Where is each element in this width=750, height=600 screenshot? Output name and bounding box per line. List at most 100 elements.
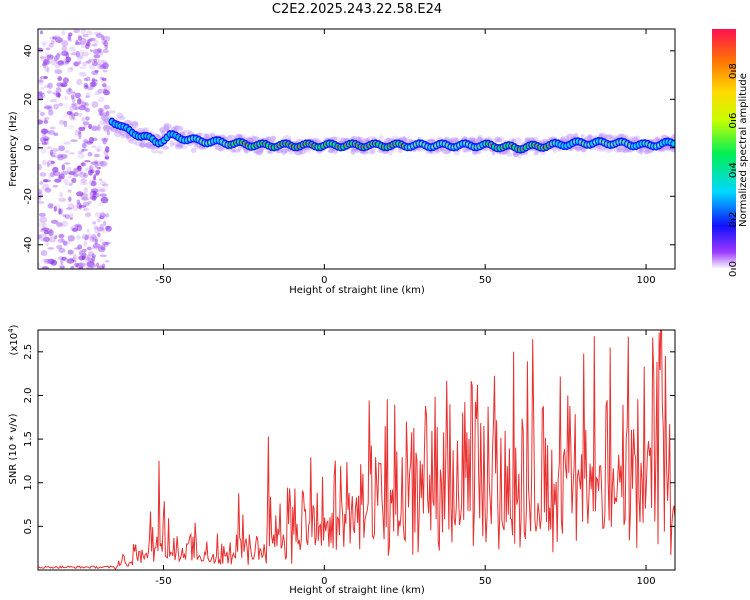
noise-blob <box>38 119 43 125</box>
noise-blob <box>89 37 96 41</box>
noise-blob <box>60 82 68 87</box>
noise-blob <box>38 263 41 267</box>
ridge-halo <box>259 147 265 152</box>
x-tick-label: 100 <box>636 275 655 286</box>
ridge-halo <box>280 148 289 154</box>
noise-blob <box>94 226 100 234</box>
noise-blob <box>103 40 109 47</box>
spectrogram-panel: -50 0 50 100 -40 -20 0 20 40 Height of straight… <box>8 28 676 296</box>
ridge-halo <box>327 149 334 154</box>
noise-blob <box>38 91 41 96</box>
noise-blob <box>101 263 106 269</box>
noise-blob <box>67 240 71 245</box>
ridge-halo <box>303 147 312 153</box>
noise-blob <box>74 41 82 46</box>
noise-blob <box>99 188 105 193</box>
noise-blob <box>78 132 82 140</box>
noise-blob <box>72 253 77 260</box>
noise-blob <box>43 179 52 183</box>
noise-blob <box>61 256 67 261</box>
noise-blob <box>81 61 88 67</box>
snr-panel: -50 0 50 100 0.5 1.0 1.5 2.0 2.5 Height of stra… <box>7 324 676 596</box>
ridge-halo <box>237 146 243 151</box>
noise-blob <box>48 229 54 237</box>
noise-blob <box>103 69 108 73</box>
noise-blob <box>93 48 100 55</box>
colorbar-label: Normalized spectral amplitude <box>738 73 749 227</box>
ridge-halo <box>477 134 483 142</box>
noise-blob <box>91 43 98 47</box>
ridge-halo <box>101 114 108 121</box>
ridge-halo <box>116 112 124 119</box>
ridge-halo <box>574 147 583 151</box>
noise-blob <box>46 67 50 73</box>
noise-blob <box>67 39 73 42</box>
noise-blob <box>44 84 50 89</box>
noise-blob <box>67 189 72 193</box>
noise-blob <box>104 44 109 50</box>
y-tick-label: 2.5 <box>23 344 34 360</box>
noise-blob <box>85 107 91 113</box>
snr-marks <box>38 330 675 570</box>
noise-blob <box>53 103 59 110</box>
noise-blob <box>93 174 97 181</box>
noise-blob <box>68 32 73 37</box>
noise-blob <box>38 109 42 113</box>
noise-blob <box>105 225 112 232</box>
noise-blob <box>54 37 63 43</box>
ridge-halo <box>342 138 349 142</box>
noise-blob <box>59 192 63 198</box>
ridge-halo <box>370 148 375 155</box>
noise-blob <box>38 79 44 83</box>
noise-blob <box>84 160 91 163</box>
spectrogram-frame <box>37 28 676 270</box>
noise-blob <box>52 171 61 177</box>
spectrogram-y-label: Frequency (Hz) <box>8 111 19 187</box>
noise-blob <box>92 178 97 183</box>
noise-blob <box>95 160 104 166</box>
ridge-halo <box>542 138 548 144</box>
noise-blob <box>81 51 89 57</box>
noise-blob <box>78 262 86 268</box>
noise-blob <box>41 227 50 231</box>
noise-blob <box>61 120 68 124</box>
noise-blob <box>49 99 58 103</box>
noise-blob <box>39 233 47 239</box>
noise-blob <box>88 38 94 43</box>
noise-blob <box>58 102 64 107</box>
noise-blob <box>95 262 100 267</box>
noise-blob <box>106 130 110 136</box>
noise-blob <box>58 197 67 203</box>
noise-blob <box>102 63 108 68</box>
noise-blob <box>66 258 75 264</box>
noise-blob <box>95 33 103 38</box>
noise-blob <box>42 179 49 183</box>
noise-blob <box>91 77 95 82</box>
noise-blob <box>42 138 49 141</box>
noise-blob <box>54 204 61 209</box>
ridge-halo <box>584 136 592 140</box>
noise-blob <box>99 120 106 126</box>
ridge-halo <box>250 136 260 142</box>
snr-scale-note: (x104) <box>7 324 20 355</box>
noise-blob <box>58 233 65 239</box>
noise-blob <box>101 80 108 84</box>
noise-blob <box>104 225 111 230</box>
noise-blob <box>38 200 45 204</box>
noise-blob <box>38 221 44 228</box>
noise-blob <box>97 107 105 113</box>
noise-blob <box>54 64 61 69</box>
noise-blob <box>87 151 93 157</box>
noise-blob <box>42 183 50 191</box>
noise-blob <box>66 88 73 95</box>
ridge-halo <box>564 135 570 140</box>
noise-blob <box>80 182 88 186</box>
noise-blob <box>102 59 108 65</box>
noise-blob <box>74 262 79 268</box>
noise-blob <box>78 113 83 117</box>
ridge-halo <box>533 151 539 156</box>
noise-blob <box>56 244 63 250</box>
noise-blob <box>88 58 95 62</box>
noise-blob <box>51 148 59 152</box>
